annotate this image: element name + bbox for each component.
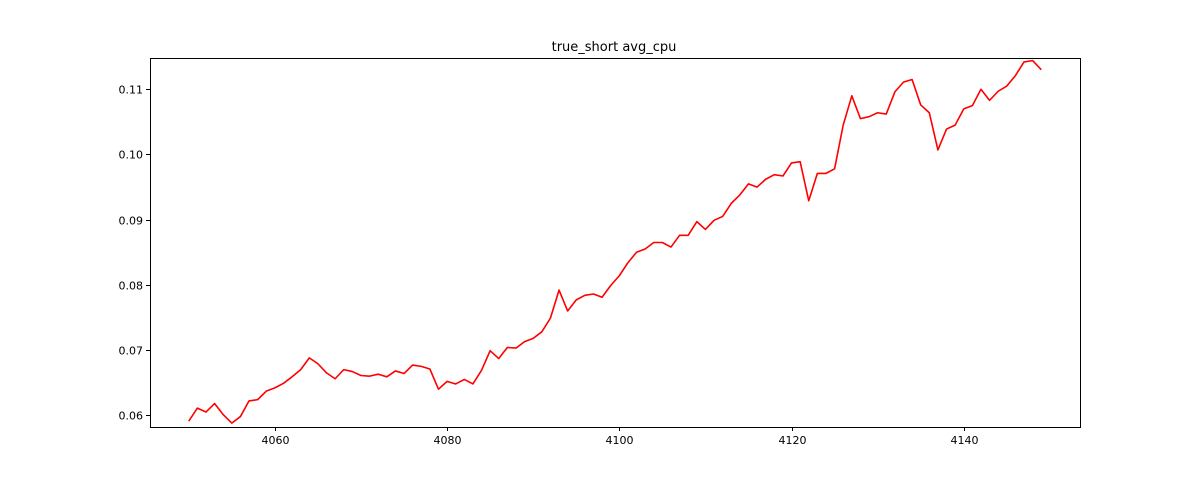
y-tick-label: 0.11: [119, 84, 144, 97]
x-tick-label: 4080: [434, 434, 462, 447]
y-tick-label: 0.06: [119, 410, 144, 423]
y-tick-label: 0.07: [119, 345, 144, 358]
plot-area: 4060 4080 4100 4120 4140 0.06 0.07 0.08 0.09 0.10…: [119, 59, 1042, 447]
y-tick-label: 0.09: [119, 215, 144, 228]
axes-frame: [150, 58, 1081, 428]
x-tick-label: 4140: [951, 434, 979, 447]
x-tick-label: 4100: [606, 434, 634, 447]
y-tick-label: 0.08: [119, 280, 144, 293]
x-tick-label: 4120: [779, 434, 807, 447]
y-tick-label: 0.10: [119, 149, 144, 162]
x-tick-label: 4060: [262, 434, 290, 447]
chart-title: true_short avg_cpu: [552, 40, 677, 55]
series-line: [188, 59, 1042, 424]
